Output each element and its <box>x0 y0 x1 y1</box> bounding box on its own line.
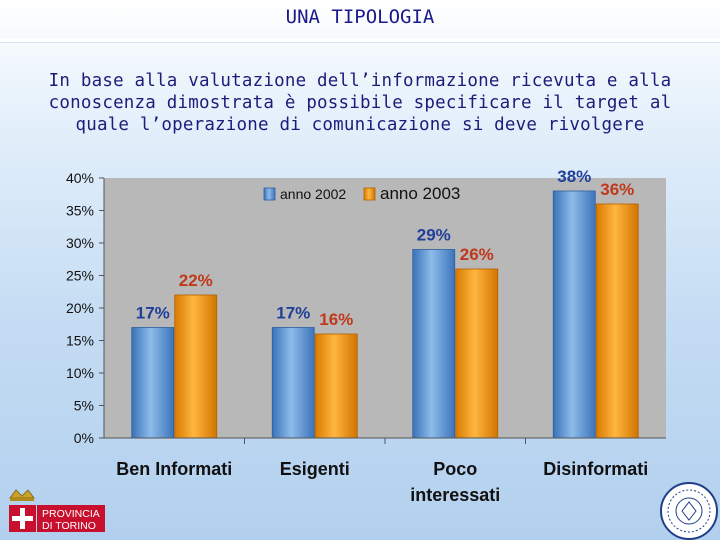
legend-label: anno 2002 <box>280 186 346 202</box>
bar-value-label: 16% <box>319 310 353 329</box>
bar <box>271 327 315 439</box>
seal-icon <box>660 482 718 540</box>
bar-value-label: 26% <box>460 245 494 264</box>
y-tick-label: 5% <box>74 398 94 414</box>
bar <box>314 333 358 439</box>
bar <box>131 327 175 439</box>
slide-subtitle: In base alla valutazione dell’informazio… <box>20 70 700 136</box>
subtitle-line: quale l’operazione di comunicazione si d… <box>75 115 645 135</box>
y-tick-label: 40% <box>66 170 94 186</box>
legend-label: anno 2003 <box>380 184 460 203</box>
bar-value-label: 22% <box>179 271 213 290</box>
x-category-label: Poco <box>433 459 477 479</box>
y-tick-label: 35% <box>66 203 94 219</box>
bar-value-label: 17% <box>276 304 310 323</box>
bar <box>412 249 456 439</box>
x-category-label: Ben Informati <box>116 459 232 479</box>
crown-icon <box>9 489 35 501</box>
y-tick-label: 30% <box>66 235 94 251</box>
x-category-label: interessati <box>410 485 500 505</box>
provincia-logo: PROVINCIA DI TORINO <box>9 489 105 532</box>
x-axis: Ben Informati Esigenti Poco interessati Disi… <box>104 437 666 505</box>
title-divider <box>0 38 720 42</box>
y-tick-label: 10% <box>66 365 94 381</box>
bar <box>552 190 596 439</box>
logo-text-line: PROVINCIA <box>42 508 100 520</box>
bar-value-label: 38% <box>557 167 591 186</box>
x-category-label: Disinformati <box>543 459 648 479</box>
bar-value-label: 29% <box>417 226 451 245</box>
subtitle-line: conoscenza dimostrata è possibile specif… <box>48 93 672 113</box>
bar-value-label: 17% <box>136 304 170 323</box>
y-tick-label: 0% <box>74 430 94 446</box>
bar <box>455 268 499 439</box>
y-tick-label: 25% <box>66 268 94 284</box>
bar-labels: 17% 22% 17% 16% 29% 26% 38% 36% <box>136 167 635 329</box>
bar-value-label: 36% <box>600 180 634 199</box>
bar <box>595 203 639 439</box>
legend-swatch <box>363 187 376 201</box>
y-tick-label: 20% <box>66 300 94 316</box>
y-axis: 0% 5% 10% 15% 20% 25% 30% 35% 40% <box>66 170 105 446</box>
subtitle-line: In base alla valutazione dell’informazio… <box>48 71 672 91</box>
legend-swatch <box>263 187 276 201</box>
legend: anno 2002 anno 2003 <box>263 184 460 203</box>
bars <box>131 190 639 439</box>
slide-title: UNA TIPOLOGIA <box>285 6 435 28</box>
x-category-label: Esigenti <box>280 459 350 479</box>
y-tick-label: 15% <box>66 333 94 349</box>
bar <box>174 294 218 439</box>
logo-text-line: DI TORINO <box>42 520 96 532</box>
